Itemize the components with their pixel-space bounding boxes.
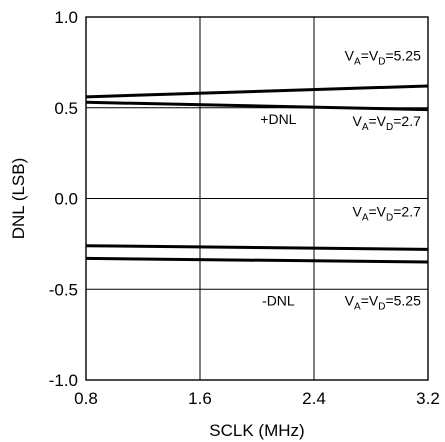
series-line-2 bbox=[85, 100, 429, 112]
grid-lines bbox=[86, 17, 428, 380]
x-tick-label: 2.4 bbox=[302, 389, 326, 408]
annotation-va-vd-5-25-bottom: VA=VD=5.25 bbox=[345, 293, 421, 313]
series-lines bbox=[85, 84, 429, 264]
x-tick-label: 1.6 bbox=[188, 389, 212, 408]
y-tick-label: -1.0 bbox=[49, 371, 78, 390]
annotation-va-vd-2-7-top: VA=VD=2.7 bbox=[352, 113, 421, 133]
annotation-minus-dnl: -DNL bbox=[262, 293, 295, 309]
x-tick-label: 3.2 bbox=[416, 389, 440, 408]
y-axis-title: DNL (LSB) bbox=[9, 158, 28, 240]
annotation-plus-dnl: +DNL bbox=[260, 111, 296, 127]
x-tick-label: 0.8 bbox=[74, 389, 98, 408]
series-line-1 bbox=[85, 84, 429, 99]
y-tick-label: 1.0 bbox=[54, 8, 78, 27]
annotations: VA=VD=5.25 +DNL VA=VD=2.7 VA=VD=2.7 -DNL VA=V… bbox=[260, 48, 421, 313]
y-tick-label: -0.5 bbox=[49, 280, 78, 299]
x-axis-title: SCLK (MHz) bbox=[209, 421, 304, 440]
y-tick-label: 0.5 bbox=[54, 99, 78, 118]
series-line-4 bbox=[85, 256, 429, 264]
series-line-3 bbox=[85, 244, 429, 251]
y-tick-labels: 1.0 0.5 0.0 -0.5 -1.0 bbox=[49, 8, 78, 390]
y-tick-label: 0.0 bbox=[54, 190, 78, 209]
plot-frame bbox=[85, 16, 429, 381]
x-tick-labels: 0.8 1.6 2.4 3.2 bbox=[74, 389, 440, 408]
annotation-va-vd-5-25-top: VA=VD=5.25 bbox=[345, 48, 421, 68]
annotation-va-vd-2-7-bottom: VA=VD=2.7 bbox=[352, 204, 421, 224]
